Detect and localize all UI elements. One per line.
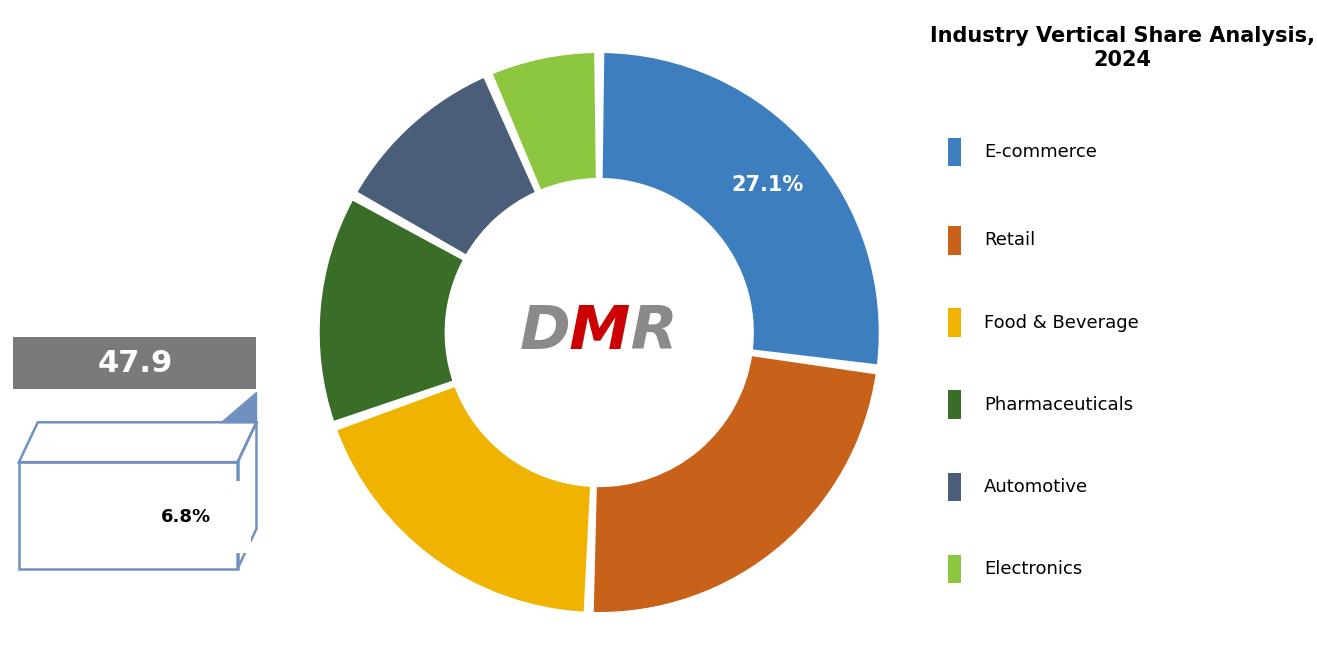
Text: 27.1%: 27.1% xyxy=(731,176,803,196)
Wedge shape xyxy=(602,52,880,366)
Text: CAGR
2024-2033: CAGR 2024-2033 xyxy=(36,481,111,510)
FancyBboxPatch shape xyxy=(948,138,961,166)
Text: South Korea
Warehousing Market
Size
(USD Billion), 2024: South Korea Warehousing Market Size (USD… xyxy=(49,237,221,315)
Text: E-commerce: E-commerce xyxy=(984,143,1097,161)
Circle shape xyxy=(446,180,752,485)
Text: Automotive: Automotive xyxy=(984,477,1088,496)
FancyBboxPatch shape xyxy=(948,226,961,255)
Polygon shape xyxy=(221,392,257,422)
Wedge shape xyxy=(319,199,465,422)
FancyBboxPatch shape xyxy=(948,473,961,501)
FancyBboxPatch shape xyxy=(948,390,961,419)
Text: Retail: Retail xyxy=(984,231,1035,249)
Text: 6.8%: 6.8% xyxy=(161,508,211,527)
Wedge shape xyxy=(356,76,536,256)
Text: DMR: DMR xyxy=(520,303,678,362)
Text: Pharmaceuticals: Pharmaceuticals xyxy=(984,396,1134,414)
Text: M: M xyxy=(548,303,651,362)
FancyBboxPatch shape xyxy=(948,555,961,583)
Text: Electronics: Electronics xyxy=(984,560,1083,578)
FancyBboxPatch shape xyxy=(13,337,257,389)
Wedge shape xyxy=(491,52,597,191)
FancyBboxPatch shape xyxy=(948,309,961,336)
Text: Food & Beverage: Food & Beverage xyxy=(984,313,1139,332)
Wedge shape xyxy=(336,386,591,613)
Text: Industry Vertical Share Analysis,
2024: Industry Vertical Share Analysis, 2024 xyxy=(930,25,1316,70)
Text: 47.9: 47.9 xyxy=(97,348,173,378)
FancyBboxPatch shape xyxy=(121,481,252,553)
Text: Dimension
Market
Research: Dimension Market Research xyxy=(55,68,215,158)
Wedge shape xyxy=(593,354,877,613)
